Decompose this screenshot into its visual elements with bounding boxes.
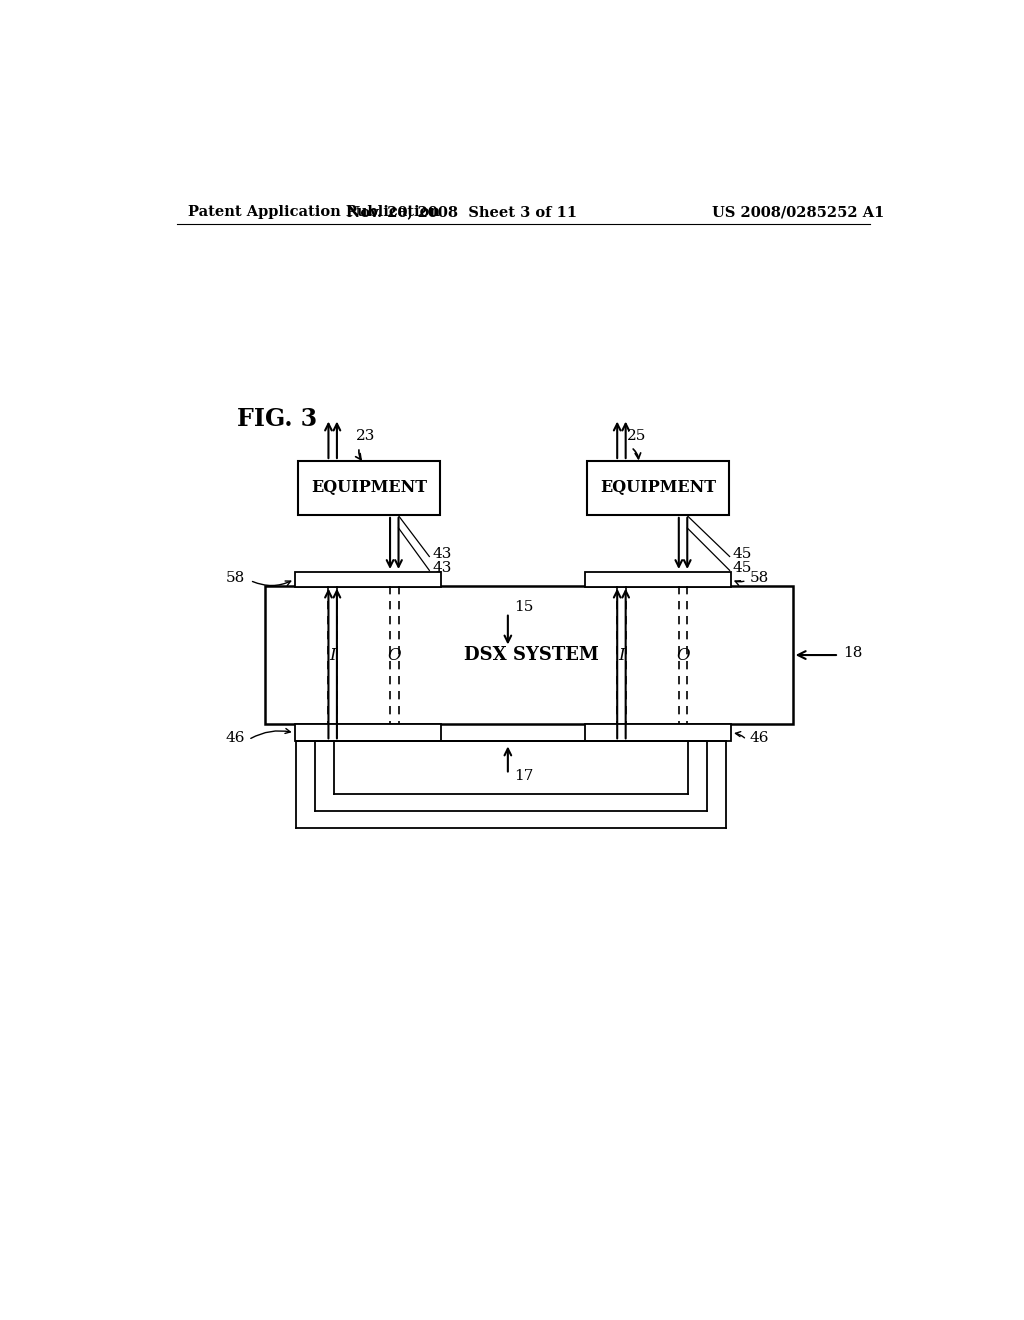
Text: 15: 15 [514,601,534,614]
Bar [585,725,731,742]
Text: 43: 43 [432,548,452,561]
Text: EQUIPMENT: EQUIPMENT [311,479,427,496]
Text: EQUIPMENT: EQUIPMENT [600,479,716,496]
Text: 45: 45 [733,548,752,561]
Text: 43: 43 [432,561,452,576]
Text: 25: 25 [628,429,646,442]
Text: US 2008/0285252 A1: US 2008/0285252 A1 [712,206,885,219]
Bar [587,461,729,515]
Text: I: I [330,647,336,664]
Bar [298,461,440,515]
Text: 18: 18 [843,645,862,660]
Text: O: O [676,647,690,664]
Text: 58: 58 [750,572,769,585]
Bar [585,572,731,586]
Text: 17: 17 [514,770,534,783]
Text: 46: 46 [750,731,769,746]
Text: O: O [387,647,401,664]
Text: 45: 45 [733,561,752,576]
Text: 58: 58 [225,572,245,585]
Text: 46: 46 [225,731,245,746]
Text: DSX SYSTEM: DSX SYSTEM [464,645,598,664]
Bar [295,572,441,586]
Text: Patent Application Publication: Patent Application Publication [188,206,440,219]
Bar [295,725,441,742]
Bar [265,586,793,725]
Text: I: I [618,647,625,664]
Text: 23: 23 [356,429,376,442]
Text: FIG. 3: FIG. 3 [237,407,317,430]
Text: Nov. 20, 2008  Sheet 3 of 11: Nov. 20, 2008 Sheet 3 of 11 [346,206,577,219]
